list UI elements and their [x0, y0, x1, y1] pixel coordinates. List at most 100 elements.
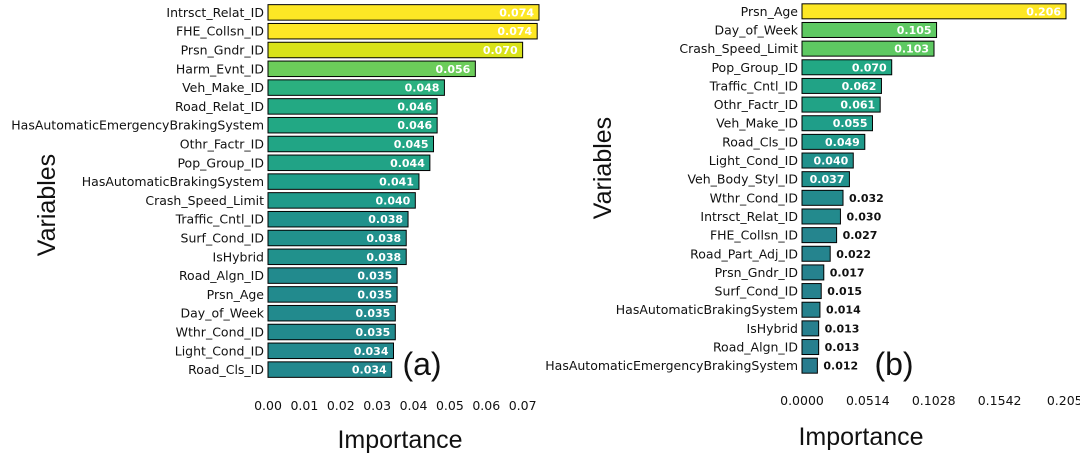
x-tick-label: 0.05 [436, 398, 464, 413]
bar [267, 248, 407, 266]
y-axis-label: Variables [33, 154, 61, 256]
chart-panel-b: Prsn_Age 0.206 Day_of_Week 0.105 Crash_Speed… [545, 3, 1080, 451]
category-label: Light_Cond_ID [175, 343, 264, 358]
bar [801, 357, 818, 374]
bar [801, 320, 820, 337]
bar [801, 3, 1067, 20]
value-label: 0.035 [356, 307, 391, 320]
bar [801, 133, 866, 150]
x-tick-label: 0.205 [1047, 393, 1080, 408]
category-label: IsHybrid [213, 249, 264, 264]
bar [801, 115, 873, 132]
value-label: 0.022 [836, 248, 871, 261]
value-label: 0.105 [897, 24, 932, 37]
category-label: IsHybrid [747, 321, 798, 336]
value-label: 0.070 [852, 61, 887, 74]
category-label: Veh_Make_ID [716, 116, 798, 131]
bar [267, 22, 538, 40]
value-label: 0.040 [813, 155, 848, 168]
category-label: HasAutomaticBrakingSystem [82, 174, 264, 189]
category-label: Prsn_Gndr_ID [715, 265, 798, 280]
category-label: Othr_Factr_ID [714, 97, 798, 112]
category-label: Prsn_Gndr_ID [181, 43, 264, 58]
bar [267, 41, 524, 59]
bar [267, 116, 438, 134]
category-label: Surf_Cond_ID [715, 284, 798, 299]
x-tick-label: 0.0000 [780, 393, 824, 408]
bar [267, 210, 409, 228]
category-label: FHE_Collsn_ID [710, 228, 798, 243]
category-label: Surf_Cond_ID [181, 231, 264, 246]
chart-panel-a: Intrsct_Relat_ID 0.074 FHE_Collsn_ID 0.074 P… [11, 4, 540, 454]
bar [801, 208, 841, 225]
value-label: 0.056 [436, 63, 471, 76]
x-axis-label: Importance [798, 423, 923, 451]
value-label: 0.103 [894, 43, 929, 56]
value-label: 0.048 [405, 82, 440, 95]
category-label: Wthr_Cond_ID [710, 190, 798, 205]
category-label: Prsn_Age [207, 287, 265, 302]
x-axis-label: Importance [337, 426, 462, 454]
bar [267, 4, 540, 21]
category-label: Road_Algn_ID [713, 340, 798, 355]
value-label: 0.074 [497, 25, 532, 38]
category-label: Pop_Group_ID [177, 155, 264, 170]
bar [801, 59, 893, 76]
bar [267, 304, 396, 322]
value-label: 0.062 [842, 80, 877, 93]
category-label: Road_Part_Adj_ID [690, 246, 798, 261]
category-label: Veh_Make_ID [182, 80, 264, 95]
bar [267, 79, 445, 96]
category-label: Intrsct_Relat_ID [700, 209, 798, 224]
value-label: 0.045 [394, 138, 429, 151]
value-label: 0.035 [356, 326, 391, 339]
value-label: 0.074 [499, 6, 534, 19]
category-label: Day_of_Week [715, 22, 799, 37]
value-label: 0.027 [843, 229, 878, 242]
value-label: 0.061 [840, 99, 875, 112]
value-label: 0.035 [357, 270, 392, 283]
category-label: Prsn_Age [741, 4, 799, 19]
value-label: 0.013 [825, 322, 860, 335]
category-label: Road_Cls_ID [188, 362, 264, 377]
value-label: 0.038 [366, 251, 401, 264]
value-label: 0.070 [483, 44, 518, 57]
value-label: 0.055 [833, 117, 868, 130]
category-label: Veh_Body_Styl_ID [687, 172, 798, 187]
value-label: 0.044 [390, 157, 425, 170]
value-label: 0.037 [810, 173, 845, 186]
x-tick-label: 0.01 [290, 398, 318, 413]
y-axis-label: Variables [589, 117, 617, 219]
category-label: HasAutomaticBrakingSystem [616, 302, 798, 317]
bar [801, 227, 838, 244]
category-label: Crash_Speed_Limit [679, 41, 798, 56]
category-label: Intrsct_Relat_ID [166, 5, 264, 20]
bar [267, 286, 398, 303]
bar [801, 339, 820, 356]
bar [801, 40, 935, 57]
panel-label: (a) [402, 346, 441, 382]
category-label: Traffic_Cntl_ID [175, 212, 264, 227]
category-label: FHE_Collsn_ID [176, 24, 264, 39]
value-label: 0.046 [397, 119, 432, 132]
x-tick-label: 0.03 [363, 398, 391, 413]
value-label: 0.049 [825, 136, 860, 149]
x-tick-label: 0.0514 [846, 393, 890, 408]
x-tick-label: 0.1542 [978, 393, 1022, 408]
value-label: 0.030 [846, 210, 881, 223]
value-label: 0.038 [368, 213, 403, 226]
category-label: Wthr_Cond_ID [176, 325, 264, 340]
x-tick-label: 0.07 [509, 398, 537, 413]
bar [267, 342, 394, 360]
value-label: 0.035 [357, 288, 392, 301]
category-label: Pop_Group_ID [711, 60, 798, 75]
value-label: 0.046 [397, 100, 432, 113]
category-label: HasAutomaticEmergencyBrakingSystem [11, 118, 264, 133]
x-tick-label: 0.04 [400, 398, 428, 413]
category-label: Light_Cond_ID [709, 153, 798, 168]
category-label: Road_Relat_ID [175, 99, 264, 114]
bar [801, 21, 938, 38]
category-label: Traffic_Cntl_ID [709, 78, 798, 93]
bar [801, 152, 854, 169]
category-label: Harm_Evnt_ID [176, 61, 264, 76]
